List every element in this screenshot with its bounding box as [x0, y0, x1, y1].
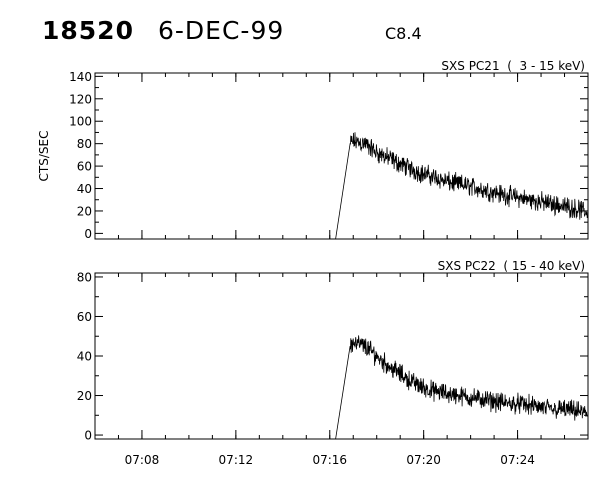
x-tick-label: 07:08 [125, 453, 160, 467]
y-tick-label: 60 [77, 310, 92, 324]
y-tick-label: 60 [77, 160, 92, 174]
panel-pc22: SXS PC22 ( 15 - 40 keV) 0 20 40 60 80 07:08 07:… [77, 259, 589, 467]
plot-frame [94, 72, 589, 240]
x-tick-label: 07:12 [219, 453, 254, 467]
y-tick-label: 20 [77, 389, 92, 403]
flare-class: C8.4 [385, 24, 422, 43]
y-axis-label: CTS/SEC [37, 131, 51, 182]
y-tick-label: 40 [77, 350, 92, 364]
panel-title: SXS PC22 ( 15 - 40 keV) [438, 259, 585, 273]
x-tick-label: 07:20 [406, 453, 441, 467]
x-tick-label: 07:16 [312, 453, 347, 467]
y-tick-label: 40 [77, 182, 92, 196]
y-tick-label: 0 [84, 227, 92, 241]
panel-title: SXS PC21 ( 3 - 15 keV) [441, 59, 585, 73]
y-tick-label: 140 [69, 70, 92, 84]
y-tick-label: 80 [77, 137, 92, 151]
series-line [335, 132, 588, 240]
plot-frame [94, 272, 589, 440]
y-tick-label: 80 [77, 270, 92, 284]
y-tick-label: 100 [69, 115, 92, 129]
y-tick-label: 0 [84, 429, 92, 443]
y-tick-label: 120 [69, 92, 92, 106]
x-tick-label: 07:24 [500, 453, 535, 467]
panel-pc21: SXS PC21 ( 3 - 15 keV) CTS/SEC 0 20 40 60 80 10… [37, 59, 589, 241]
observation-date: 6-DEC-99 [158, 16, 285, 45]
y-tick-label: 20 [77, 204, 92, 218]
series-line [335, 335, 588, 440]
event-id: 18520 [42, 16, 134, 45]
